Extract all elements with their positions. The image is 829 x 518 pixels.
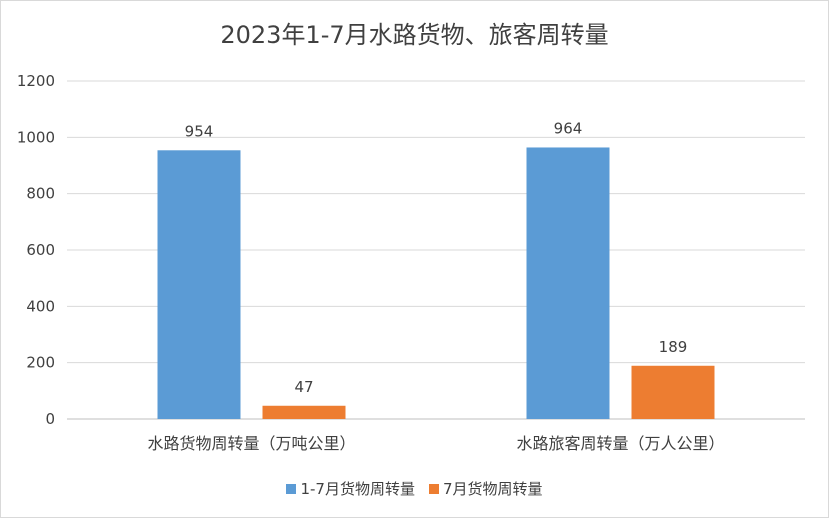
bar xyxy=(262,405,346,419)
x-category-label: 水路旅客周转量（万人公里） xyxy=(516,434,724,453)
chart-title: 2023年1-7月水路货物、旅客周转量 xyxy=(220,21,609,49)
bar xyxy=(631,365,715,419)
data-label: 954 xyxy=(185,122,214,140)
legend-label: 7月货物周转量 xyxy=(442,480,543,498)
data-label: 189 xyxy=(659,338,688,356)
y-tick-label: 400 xyxy=(26,297,55,315)
bar-chart: 0 200 400 600 800 1000 1200 954 47 水路货物周转量（万吨公里） 9… xyxy=(17,72,805,453)
y-tick-label: 800 xyxy=(26,185,55,203)
y-tick-label: 1000 xyxy=(17,128,55,146)
legend: 1-7月货物周转量 7月货物周转量 xyxy=(1,478,828,499)
y-tick-label: 600 xyxy=(26,241,55,259)
bar xyxy=(157,150,241,420)
legend-item: 7月货物周转量 xyxy=(428,478,543,499)
y-tick-label: 1200 xyxy=(17,72,55,90)
legend-item: 1-7月货物周转量 xyxy=(286,478,415,499)
legend-swatch xyxy=(286,483,297,494)
x-category-label: 水路货物周转量（万吨公里） xyxy=(147,434,355,453)
legend-label: 1-7月货物周转量 xyxy=(300,480,415,498)
y-tick-label: 0 xyxy=(45,410,55,428)
legend-swatch xyxy=(428,483,439,494)
bar xyxy=(526,147,610,419)
data-label: 47 xyxy=(294,378,313,396)
y-tick-label: 200 xyxy=(26,354,55,372)
data-label: 964 xyxy=(554,119,583,137)
